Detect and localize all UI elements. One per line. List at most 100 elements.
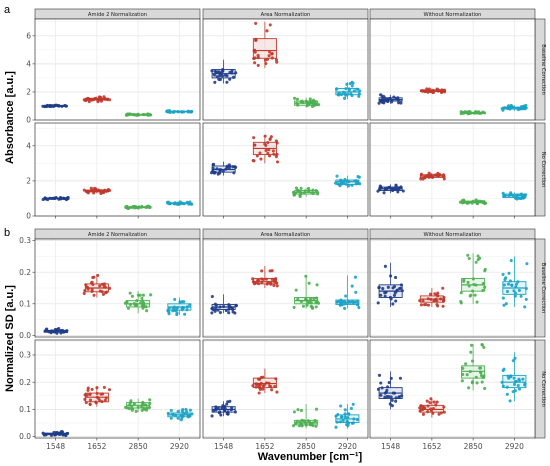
data-point — [227, 166, 231, 170]
data-point — [211, 163, 215, 167]
data-point — [344, 87, 348, 91]
data-point — [429, 297, 433, 301]
data-point — [350, 84, 354, 88]
y-tick-label: 0.1 — [19, 405, 31, 414]
data-point — [334, 425, 338, 429]
data-point — [478, 366, 482, 370]
data-point — [389, 274, 393, 278]
data-point — [141, 299, 145, 303]
data-point — [86, 386, 90, 390]
data-point — [234, 71, 238, 75]
data-point — [274, 58, 279, 62]
data-point — [348, 300, 352, 304]
data-point — [181, 201, 185, 205]
data-point — [419, 177, 423, 181]
figure-a: a Absorbance [a.u.] Amide 2 Normalization A… — [4, 4, 546, 221]
data-point — [128, 303, 132, 307]
data-point — [91, 275, 95, 280]
data-point — [267, 154, 272, 158]
data-point — [343, 408, 347, 412]
data-point — [59, 197, 63, 201]
data-point — [297, 424, 301, 428]
data-point — [511, 359, 515, 363]
data-point — [254, 21, 258, 25]
data-point — [271, 149, 275, 153]
data-point — [316, 192, 320, 196]
y-tick-label: 0.2 — [19, 378, 31, 387]
panel-background — [370, 123, 535, 216]
data-point — [310, 306, 315, 310]
data-point — [144, 305, 148, 309]
data-point — [65, 329, 69, 333]
data-point — [272, 152, 276, 156]
x-tick-label: 1652 — [87, 442, 106, 451]
data-point — [215, 167, 219, 171]
panel-letter: a — [4, 4, 11, 16]
data-point — [258, 383, 262, 387]
x-tick-label: 2850 — [129, 442, 148, 451]
data-point — [130, 408, 134, 412]
data-point — [294, 288, 298, 292]
data-point — [379, 381, 383, 385]
data-point — [148, 398, 152, 402]
data-point — [99, 190, 103, 194]
data-point — [168, 109, 172, 113]
x-tick-label: 1652 — [255, 442, 274, 451]
data-point — [274, 377, 278, 381]
facet-panel — [34, 238, 201, 338]
data-point — [313, 420, 317, 424]
data-point — [48, 103, 52, 108]
data-point — [514, 379, 518, 383]
data-point — [256, 53, 260, 58]
data-point — [273, 279, 277, 283]
data-point — [169, 408, 173, 412]
data-point — [256, 278, 260, 283]
data-point — [268, 269, 272, 273]
data-point — [59, 328, 63, 333]
data-point — [63, 433, 67, 437]
data-point — [130, 294, 134, 298]
data-point — [92, 293, 96, 297]
data-point — [256, 282, 261, 286]
data-point — [523, 305, 527, 309]
data-point — [263, 134, 267, 138]
data-point — [312, 297, 316, 301]
data-point — [300, 424, 304, 428]
data-point — [469, 343, 474, 347]
data-point — [505, 289, 509, 293]
data-point — [179, 413, 183, 417]
data-point — [420, 407, 425, 412]
data-point — [314, 424, 318, 428]
data-point — [337, 91, 341, 95]
data-point — [463, 200, 467, 204]
data-point — [423, 175, 427, 179]
data-point — [132, 402, 136, 406]
data-point — [343, 302, 347, 306]
data-point — [140, 296, 144, 300]
data-point — [222, 304, 226, 309]
data-point — [502, 283, 506, 287]
data-point — [387, 380, 391, 385]
data-point — [88, 402, 92, 406]
data-point — [230, 69, 234, 73]
data-point — [219, 413, 223, 417]
data-point — [166, 411, 170, 415]
data-point — [84, 283, 88, 287]
data-point — [418, 299, 422, 303]
data-point — [481, 288, 485, 292]
data-point — [310, 104, 315, 109]
x-tick-label: 2920 — [170, 442, 189, 451]
data-point — [352, 89, 356, 93]
data-point — [270, 388, 274, 392]
data-point — [382, 101, 386, 105]
panel-letter: b — [4, 227, 10, 239]
x-tick-label: 2920 — [505, 442, 524, 451]
data-point — [210, 414, 214, 418]
data-point — [439, 297, 443, 301]
data-point — [509, 191, 513, 195]
data-point — [502, 367, 506, 371]
data-point — [505, 392, 509, 396]
data-point — [435, 400, 439, 404]
data-point — [145, 406, 149, 410]
data-point — [293, 191, 297, 195]
